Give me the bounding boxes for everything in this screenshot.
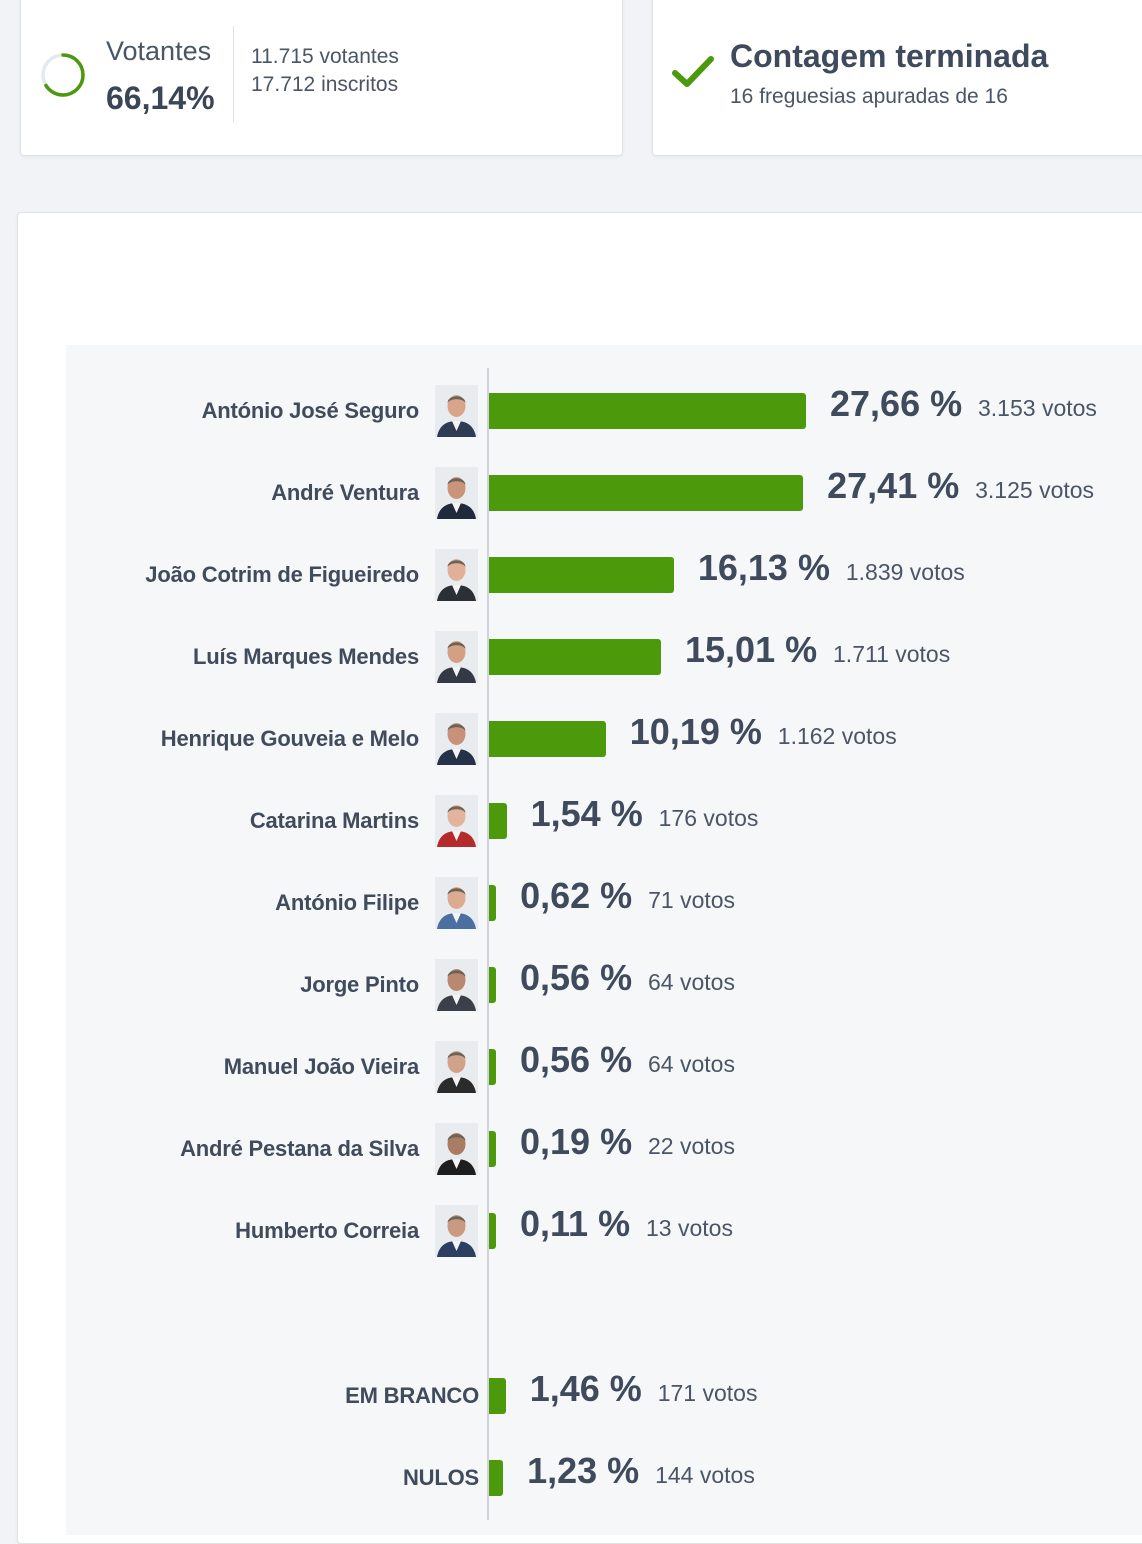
result-votes: 176 votos (658, 805, 759, 831)
candidate-name: Henrique Gouveia e Melo (160, 726, 419, 751)
result-votes: 1.839 votos (845, 559, 965, 585)
chart-axis (487, 368, 489, 1520)
candidate-name: Catarina Martins (249, 808, 419, 833)
turnout-label: Votantes (106, 36, 212, 66)
result-bar (489, 885, 497, 921)
candidate-row: Catarina Martins 1,54 % 176 votos (0, 791, 1142, 851)
candidate-row: André Ventura 27,41 % 3.125 votos (0, 463, 1142, 523)
result-bar (489, 721, 606, 757)
results-chart-panel (66, 345, 1142, 1535)
result-bar (489, 1131, 496, 1167)
result-votes: 22 votos (648, 1133, 735, 1159)
result-votes: 71 votos (648, 887, 736, 913)
candidate-photo (435, 795, 478, 847)
candidate-name: André Ventura (271, 480, 419, 505)
special-vote-row: EM BRANCO 1,46 % 171 votos (0, 1366, 1142, 1426)
result-bar (489, 967, 496, 1003)
result-percent: 0,56 % (520, 1039, 633, 1080)
result-bar (489, 803, 507, 839)
result-bar (489, 393, 806, 429)
result-votes: 64 votos (648, 969, 735, 995)
registered-count: 17.712 inscritos (251, 73, 399, 96)
count-status-title: Contagem terminada (730, 38, 1049, 74)
result-percent: 0,62 % (520, 875, 633, 916)
result-votes: 171 votos (657, 1380, 758, 1406)
result-votes: 3.125 votos (975, 477, 1095, 503)
result-votes: 1.162 votos (777, 723, 897, 749)
candidate-name: João Cotrim de Figueiredo (145, 562, 419, 587)
result-percent: 1,46 % (529, 1368, 642, 1409)
checkmark-icon (672, 56, 714, 87)
count-status-card (652, 0, 1142, 156)
divider (233, 26, 234, 122)
result-percent: 0,56 % (520, 957, 633, 998)
result-votes: 13 votos (646, 1215, 733, 1241)
result-percent: 27,66 % (830, 383, 963, 424)
candidate-row: João Cotrim de Figueiredo 16,13 % 1.839 vo… (0, 545, 1142, 605)
special-vote-label: EM BRANCO (345, 1383, 479, 1408)
candidate-photo (435, 1123, 478, 1175)
turnout-card (20, 0, 623, 156)
candidate-row: Humberto Correia 0,11 % 13 votos (0, 1201, 1142, 1261)
result-bar (489, 639, 662, 675)
candidate-photo (435, 1041, 478, 1093)
candidate-photo (435, 713, 478, 765)
turnout-progress-ring (41, 53, 85, 97)
result-votes: 3.153 votos (978, 395, 1097, 421)
voters-count: 11.715 votantes (251, 45, 399, 68)
candidate-photo (435, 877, 478, 929)
candidate-row: António José Seguro 27,66 % 3.153 votos (0, 381, 1142, 441)
candidate-photo (435, 959, 478, 1011)
candidate-row: André Pestana da Silva 0,19 % 22 votos (0, 1119, 1142, 1179)
candidate-photo (435, 631, 478, 683)
result-percent: 27,41 % (827, 465, 960, 506)
candidate-name: André Pestana da Silva (180, 1136, 419, 1161)
result-percent: 15,01 % (685, 629, 818, 670)
result-percent: 16,13 % (697, 547, 830, 588)
result-percent: 0,11 % (520, 1203, 631, 1244)
turnout-percent: 66,14% (106, 80, 215, 116)
candidate-row: Henrique Gouveia e Melo 10,19 % 1.162 voto… (0, 709, 1142, 769)
result-bar (489, 1378, 506, 1414)
result-bar (489, 1460, 504, 1496)
result-percent: 1,23 % (527, 1450, 640, 1491)
candidate-name: António Filipe (275, 890, 419, 915)
result-votes: 1.711 votos (833, 641, 951, 667)
candidate-row: Jorge Pinto 0,56 % 64 votos (0, 955, 1142, 1015)
result-bar (489, 1213, 496, 1249)
candidate-name: Manuel João Vieira (223, 1054, 419, 1079)
result-bar (489, 1049, 496, 1085)
candidate-name: Humberto Correia (235, 1218, 419, 1243)
result-votes: 144 votos (655, 1462, 755, 1488)
result-votes: 64 votos (648, 1051, 735, 1077)
count-status-subtitle: 16 freguesias apuradas de 16 (730, 85, 1008, 108)
candidate-photo (435, 549, 478, 601)
result-bar (489, 557, 674, 593)
candidate-photo (435, 1205, 478, 1257)
candidate-name: Jorge Pinto (300, 972, 419, 997)
special-vote-row: NULOS 1,23 % 144 votos (0, 1448, 1142, 1508)
result-bar (489, 475, 804, 511)
candidate-row: António Filipe 0,62 % 71 votos (0, 873, 1142, 933)
candidate-name: Luís Marques Mendes (192, 644, 419, 669)
candidate-row: Luís Marques Mendes 15,01 % 1.711 votos (0, 627, 1142, 687)
candidate-name: António José Seguro (201, 398, 420, 423)
special-vote-label: NULOS (402, 1465, 479, 1490)
result-percent: 0,19 % (520, 1121, 633, 1162)
result-percent: 1,54 % (530, 793, 643, 834)
candidate-row: Manuel João Vieira 0,56 % 64 votos (0, 1037, 1142, 1097)
candidate-photo (435, 385, 478, 437)
candidate-photo (435, 467, 478, 519)
result-percent: 10,19 % (629, 711, 762, 752)
